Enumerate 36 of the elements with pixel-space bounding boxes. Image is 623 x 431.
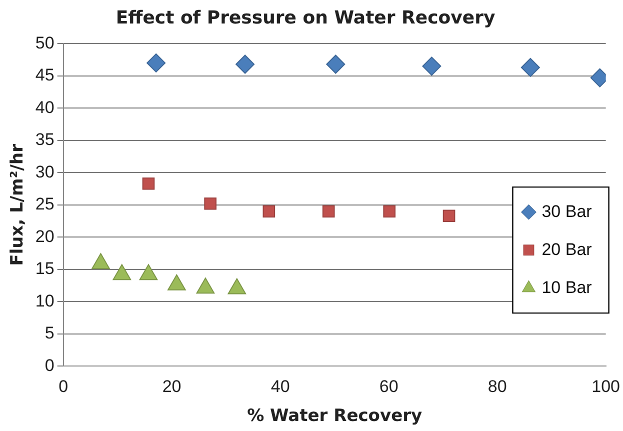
x-tick-label: 100: [592, 377, 620, 396]
x-tick-label: 60: [379, 377, 398, 396]
point: [112, 264, 132, 280]
y-tick-label: 5: [44, 324, 54, 343]
legend-label: 30 Bar: [542, 202, 592, 221]
y-tick-label: 35: [35, 130, 54, 150]
x-tick-label: 40: [270, 377, 290, 396]
point: [142, 177, 155, 190]
x-tick-label: 20: [162, 377, 182, 396]
y-tick-label: 15: [35, 259, 54, 278]
y-tick-label: 25: [35, 194, 54, 214]
y-tick-label: 10: [35, 291, 54, 310]
point: [520, 58, 540, 77]
point: [196, 278, 215, 294]
chart-title: Effect of Pressure on Water Recovery: [116, 7, 496, 28]
y-tick-label: 20: [35, 226, 54, 246]
point: [139, 264, 158, 280]
y-tick-label: 45: [35, 66, 54, 85]
y-axis-title: Flux, L/m²/hr: [8, 143, 28, 266]
legend-label: 20 Bar: [542, 240, 592, 259]
point: [236, 54, 255, 74]
point: [92, 253, 110, 270]
x-tick-label: 80: [488, 377, 507, 396]
point: [326, 54, 346, 74]
y-tick-label: 50: [35, 33, 54, 52]
point: [422, 56, 442, 76]
y-tick-label: 30: [35, 162, 54, 182]
legend-label: 10 Bar: [542, 278, 592, 297]
x-tick-label: 0: [58, 377, 68, 396]
y-tick-label: 40: [35, 98, 54, 117]
point: [168, 274, 186, 290]
x-axis-title: % Water Recovery: [247, 406, 422, 426]
point: [228, 278, 246, 294]
y-tick-label: 0: [44, 356, 54, 375]
point: [146, 53, 166, 72]
point: [204, 197, 216, 210]
